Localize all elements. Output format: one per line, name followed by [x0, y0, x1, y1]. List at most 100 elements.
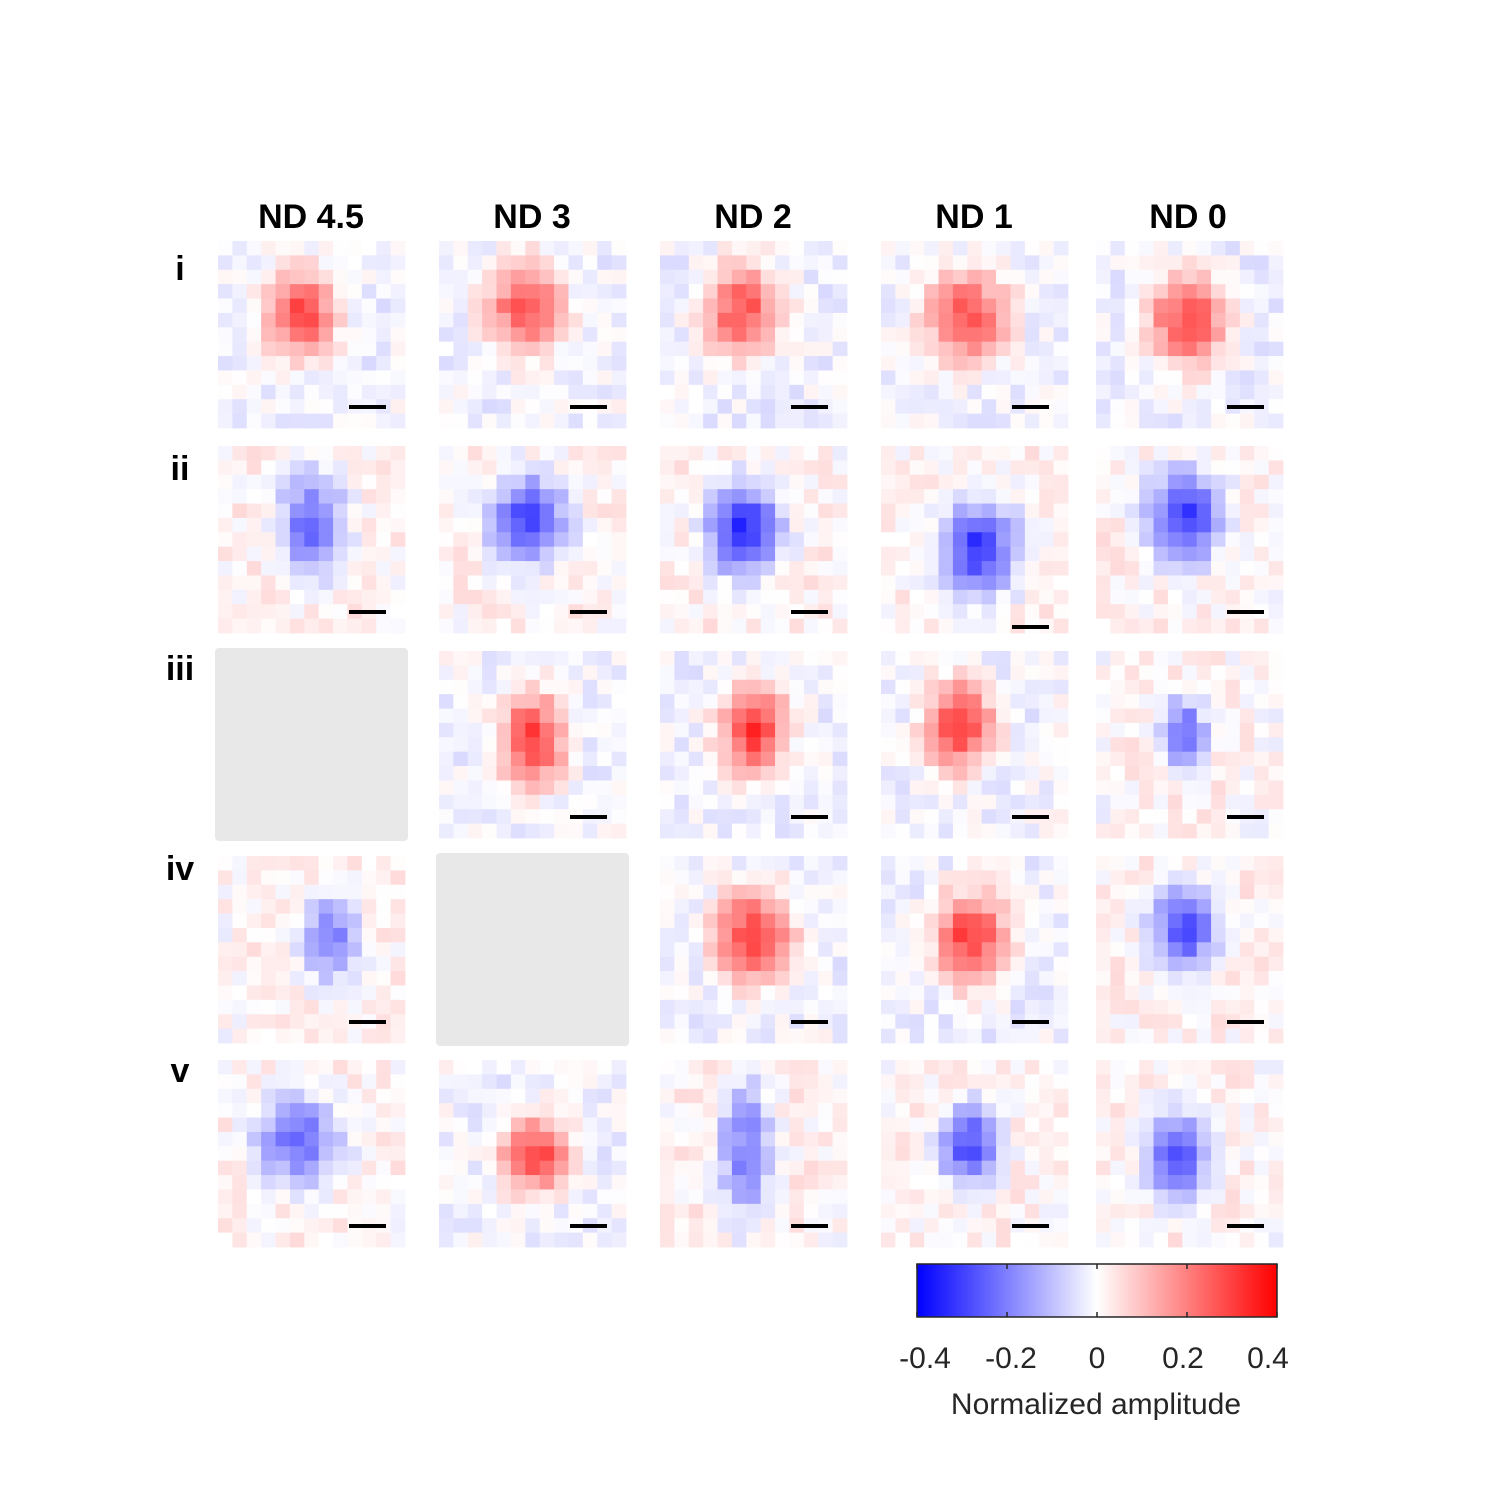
heatmap-cell	[1167, 809, 1183, 825]
heatmap-cell	[232, 370, 248, 386]
heatmap-cell	[1254, 413, 1270, 429]
heatmap-cell	[582, 651, 598, 666]
heatmap-cell	[1110, 618, 1126, 634]
heatmap-cell	[952, 575, 968, 591]
heatmap-cell	[467, 604, 483, 620]
heatmap-cell	[832, 370, 848, 386]
heatmap-cell	[952, 341, 968, 357]
heatmap-cell	[597, 489, 613, 504]
heatmap-cell	[731, 708, 747, 724]
heatmap-cell	[938, 460, 954, 476]
heatmap-cell	[453, 298, 469, 314]
heatmap-cell	[1110, 766, 1126, 781]
heatmap-cell	[832, 766, 848, 781]
scale-bar	[570, 1224, 607, 1228]
heatmap-cell	[333, 1203, 348, 1219]
heatmap-cell	[688, 532, 704, 548]
heatmap-cell	[1053, 1060, 1069, 1075]
heatmap-cell	[881, 618, 896, 634]
heatmap-cell	[496, 823, 512, 839]
heatmap-cell	[318, 384, 334, 400]
heatmap-cell	[232, 1028, 248, 1044]
heatmap-cell	[1039, 956, 1055, 972]
heatmap-cell	[1096, 694, 1111, 709]
heatmap-cell	[1239, 1088, 1255, 1104]
heatmap-cell	[1211, 665, 1226, 681]
heatmap-cell	[246, 341, 262, 357]
heatmap-cell	[746, 1088, 762, 1104]
heatmap-cell	[1124, 356, 1140, 371]
heatmap-cell	[1053, 927, 1069, 943]
heatmap-cell	[482, 561, 497, 576]
heatmap-cell	[333, 1088, 348, 1104]
heatmap-cell	[1254, 1203, 1270, 1219]
heatmap-cell	[789, 532, 805, 548]
heatmap-cell	[775, 1189, 790, 1205]
heatmap-cell	[1225, 985, 1241, 1001]
heatmap-cell	[909, 532, 925, 548]
heatmap-cell	[333, 971, 348, 986]
heatmap-cell	[1225, 618, 1241, 634]
heatmap-cell	[1153, 751, 1169, 767]
heatmap-cell	[746, 794, 762, 810]
heatmap-cell	[996, 694, 1011, 709]
heatmap-cell	[554, 589, 569, 605]
heatmap-cell	[496, 356, 512, 371]
heatmap-cell	[1096, 618, 1111, 634]
heatmap-cell	[1254, 241, 1270, 256]
heatmap-cell	[660, 575, 675, 591]
heatmap-cell	[1096, 1160, 1111, 1176]
heatmap-cell	[996, 1160, 1011, 1176]
heatmap-cell	[453, 312, 469, 328]
heatmap-cell	[482, 241, 497, 256]
heatmap-cell	[895, 589, 911, 605]
heatmap-cell	[924, 985, 939, 1001]
heatmap-cell	[554, 679, 569, 695]
heatmap-cell	[717, 604, 733, 620]
heatmap-cell	[688, 722, 704, 738]
heatmap-cell	[952, 884, 968, 900]
heatmap-cell	[1010, 870, 1026, 886]
heatmap-cell	[895, 561, 911, 576]
heatmap-cell	[881, 341, 896, 357]
heatmap-cell	[568, 341, 584, 357]
heatmap-cell	[611, 823, 627, 839]
heatmap-cell	[1239, 503, 1255, 519]
heatmap-cell	[952, 913, 968, 929]
heatmap-cell	[688, 999, 704, 1015]
heatmap-cell	[775, 413, 790, 429]
heatmap-cell	[246, 1103, 262, 1118]
heatmap-cell	[731, 269, 747, 285]
heatmap-cell	[289, 1218, 305, 1234]
heatmap-cell	[1039, 1131, 1055, 1147]
heatmap-cell	[1153, 1117, 1169, 1133]
heatmap-cell	[674, 708, 690, 724]
heatmap-cell	[717, 413, 733, 429]
heatmap-cell	[1139, 737, 1154, 753]
heatmap-cell	[1124, 546, 1140, 562]
heatmap-cell	[453, 1232, 469, 1248]
heatmap-cell	[760, 1218, 776, 1234]
heatmap-cell	[376, 1189, 392, 1205]
heatmap-cell	[760, 503, 776, 519]
heatmap-cell	[746, 1160, 762, 1176]
heatmap-cell	[967, 1175, 983, 1190]
heatmap-cell	[376, 517, 392, 533]
heatmap-cell	[760, 413, 776, 429]
heatmap-cell	[952, 370, 968, 386]
heatmap-cell	[347, 1189, 363, 1205]
heatmap-cell	[938, 794, 954, 810]
heatmap-cell	[467, 679, 483, 695]
heatmap-cell	[938, 1117, 954, 1133]
heatmap-cell	[660, 399, 675, 415]
heatmap-cell	[832, 708, 848, 724]
heatmap-cell	[1167, 884, 1183, 900]
heatmap-cell	[789, 589, 805, 605]
heatmap-cell	[881, 794, 896, 810]
heatmap-cell	[717, 956, 733, 972]
heatmap-cell	[246, 327, 262, 343]
heatmap-cell	[1182, 971, 1198, 986]
heatmap-cell	[996, 722, 1011, 738]
heatmap-cell	[881, 780, 896, 796]
